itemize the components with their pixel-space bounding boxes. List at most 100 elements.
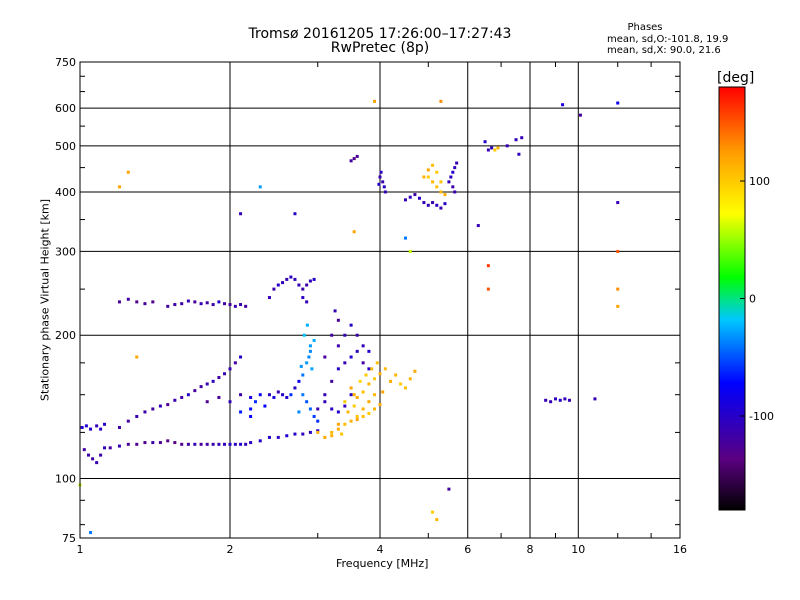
- data-point: [308, 407, 312, 411]
- data-point: [378, 175, 382, 179]
- data-point: [431, 201, 435, 205]
- data-point: [173, 441, 177, 445]
- y-tick-label: 300: [55, 245, 76, 258]
- data-point: [258, 185, 262, 189]
- data-point: [558, 398, 562, 402]
- data-point: [323, 435, 327, 439]
- data-point: [517, 152, 521, 156]
- data-point: [431, 163, 435, 167]
- data-point: [312, 338, 316, 342]
- data-point: [349, 419, 353, 423]
- data-point: [244, 442, 248, 446]
- data-point: [95, 461, 99, 465]
- x-tick-label: 6: [464, 543, 471, 556]
- x-tick-label: 4: [377, 543, 384, 556]
- data-point: [426, 203, 430, 207]
- data-point: [451, 185, 455, 189]
- data-point: [166, 439, 170, 443]
- data-point: [403, 236, 407, 240]
- data-point: [297, 379, 301, 383]
- data-point: [340, 432, 344, 436]
- data-point: [217, 300, 221, 304]
- data-point: [336, 344, 340, 348]
- data-point: [143, 302, 147, 306]
- data-point: [205, 442, 209, 446]
- data-point: [267, 296, 271, 300]
- data-point: [166, 403, 170, 407]
- data-point: [367, 400, 371, 404]
- data-point: [228, 303, 232, 307]
- data-point: [267, 393, 271, 397]
- data-point: [382, 185, 386, 189]
- data-point: [276, 283, 280, 287]
- data-point: [301, 432, 305, 436]
- data-point: [361, 407, 365, 411]
- data-point: [349, 393, 353, 397]
- data-point: [180, 442, 184, 446]
- data-point: [233, 304, 237, 308]
- data-point: [361, 390, 365, 394]
- data-point: [343, 361, 347, 365]
- data-point: [143, 441, 147, 445]
- data-point: [302, 333, 306, 337]
- data-point: [486, 148, 490, 152]
- data-point: [193, 300, 197, 304]
- data-point: [186, 442, 190, 446]
- data-point: [336, 367, 340, 371]
- data-point: [352, 393, 356, 397]
- data-point: [439, 206, 443, 210]
- data-point: [281, 393, 285, 397]
- data-point: [180, 302, 184, 306]
- data-point: [135, 355, 139, 359]
- data-point: [158, 441, 162, 445]
- data-point: [323, 393, 327, 397]
- data-point: [223, 302, 227, 306]
- data-point: [228, 442, 232, 446]
- data-point: [493, 148, 497, 152]
- data-point: [378, 403, 382, 407]
- x-tick-label: 1: [77, 543, 84, 556]
- data-point: [135, 442, 139, 446]
- data-point: [399, 382, 403, 386]
- data-point: [126, 419, 130, 423]
- data-point: [117, 300, 121, 304]
- data-point: [336, 318, 340, 322]
- data-point: [293, 277, 297, 281]
- data-point: [520, 136, 524, 140]
- data-point: [417, 196, 421, 200]
- data-point: [305, 323, 309, 327]
- data-point: [180, 395, 184, 399]
- data-point: [451, 170, 455, 174]
- data-point: [117, 185, 121, 189]
- data-point: [553, 397, 557, 401]
- data-point: [82, 448, 86, 452]
- data-point: [578, 113, 582, 117]
- data-point: [330, 407, 334, 411]
- data-point: [447, 487, 451, 491]
- data-point: [308, 279, 312, 283]
- data-point: [367, 382, 371, 386]
- data-point: [276, 435, 280, 439]
- data-point: [336, 422, 340, 426]
- y-tick-label: 100: [55, 473, 76, 486]
- data-point: [443, 202, 447, 206]
- data-point: [103, 446, 107, 450]
- data-point: [285, 434, 289, 438]
- data-point: [239, 355, 243, 359]
- data-point: [263, 404, 267, 408]
- data-point: [403, 198, 407, 202]
- data-point: [381, 180, 385, 184]
- data-point: [549, 400, 553, 404]
- data-point: [233, 442, 237, 446]
- data-point: [186, 393, 190, 397]
- data-point: [108, 446, 112, 450]
- data-point: [173, 303, 177, 307]
- data-point: [91, 457, 95, 461]
- data-point: [173, 398, 177, 402]
- data-point: [80, 425, 84, 429]
- data-point: [449, 175, 453, 179]
- data-point: [426, 175, 430, 179]
- data-point: [281, 281, 285, 285]
- data-point: [346, 410, 350, 414]
